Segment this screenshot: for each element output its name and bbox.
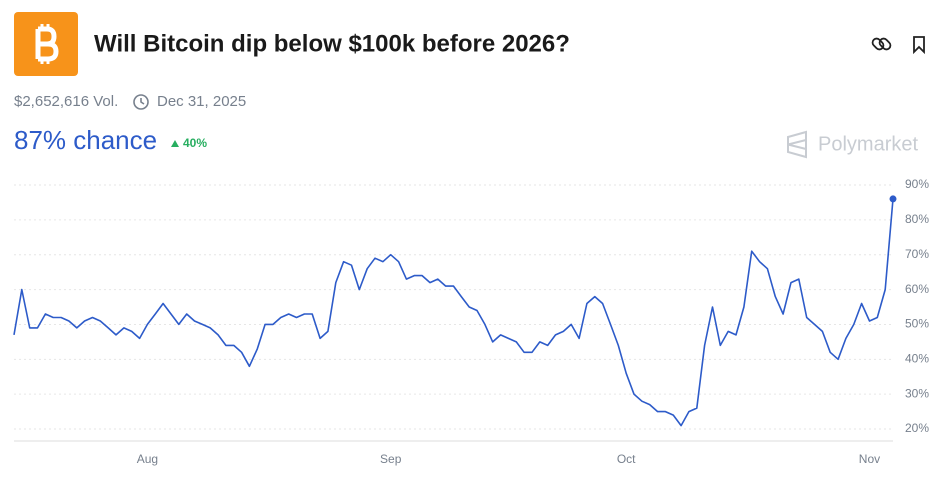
clock-icon <box>133 94 149 110</box>
y-tick-label: 50% <box>905 317 929 331</box>
link-button[interactable] <box>871 37 892 51</box>
x-tick-label: Sep <box>380 452 402 466</box>
change-arrow <box>171 140 179 147</box>
end-date: Dec 31, 2025 <box>157 93 246 110</box>
price-line <box>13 198 894 427</box>
market-title: Will Bitcoin dip below $100k before 2026… <box>94 30 570 57</box>
y-tick-label: 30% <box>905 386 929 400</box>
brand-logo <box>787 130 807 159</box>
y-tick-label: 90% <box>905 177 929 191</box>
brand: Polymarket <box>818 133 918 155</box>
change: 40% <box>183 136 207 150</box>
bitcoin-glyph <box>35 24 59 64</box>
x-tick-label: Aug <box>137 452 158 466</box>
volume: $2,652,616 Vol. <box>14 93 118 110</box>
end-point <box>889 195 897 203</box>
x-tick-label: Nov <box>859 452 880 466</box>
y-tick-label: 60% <box>905 282 929 296</box>
bookmark-button[interactable] <box>913 36 925 55</box>
y-tick-label: 80% <box>905 212 929 226</box>
chance: 87% chance <box>14 125 157 155</box>
y-tick-label: 40% <box>905 351 929 365</box>
y-tick-label: 20% <box>905 421 929 435</box>
y-tick-label: 70% <box>905 247 929 261</box>
x-tick-label: Oct <box>617 452 636 466</box>
